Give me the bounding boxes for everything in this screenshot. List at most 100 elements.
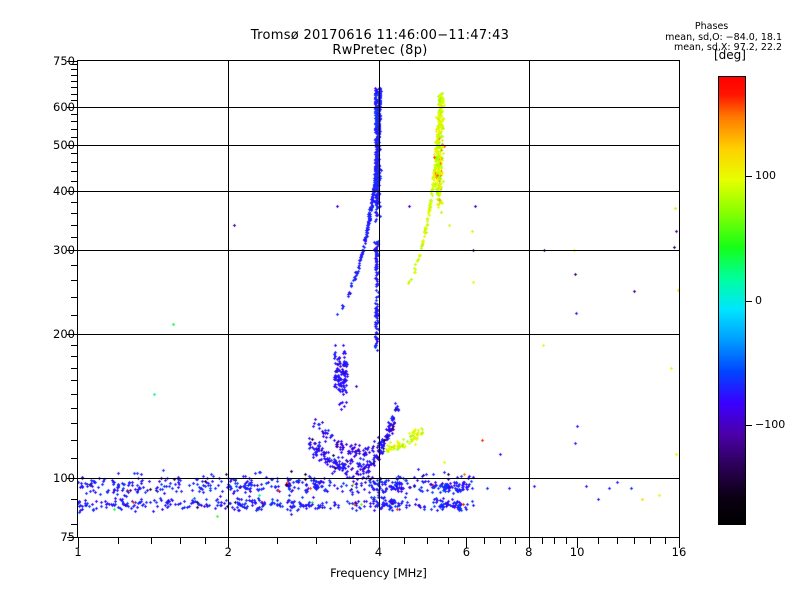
- y-axis-tick-minor: [71, 87, 78, 89]
- x-axis-tick-label: 6: [462, 545, 471, 559]
- y-axis-tick-minor: [71, 69, 78, 71]
- colorbar-gradient: [718, 76, 746, 525]
- x-axis-tick-minor: [665, 537, 666, 544]
- phase-stats-o: mean, sd,O: −84.0, 18.1: [665, 31, 782, 43]
- colorbar-tick: [746, 300, 752, 302]
- x-axis-tick-minor: [179, 537, 181, 544]
- y-axis-tick-major: [67, 537, 78, 538]
- y-axis-tick-minor: [71, 100, 78, 102]
- y-axis-tick-minor: [71, 296, 78, 298]
- grid-line-vertical: [378, 61, 380, 537]
- x-axis-tick-label: 16: [671, 545, 687, 559]
- y-axis-tick-minor: [71, 128, 78, 130]
- x-axis-tick-major: [228, 537, 230, 548]
- y-axis-tick-major: [67, 250, 78, 252]
- y-axis-tick-major: [67, 61, 78, 62]
- y-axis-tick-label: 200: [53, 327, 75, 342]
- chart-title: Tromsø 20170616 11:46:00−11:47:43: [250, 28, 510, 43]
- y-axis-tick-label: 600: [53, 100, 75, 115]
- y-axis-tick-minor: [71, 237, 78, 239]
- colorbar-tick-label: 100: [755, 168, 776, 182]
- plot-area: 75 100 200 300 400 500 600 750 1 2 4 6 8 10 16: [53, 54, 686, 559]
- y-axis-tick-label: 400: [53, 183, 75, 198]
- x-axis-tick-minor: [150, 537, 152, 544]
- colorbar-tick: [746, 175, 752, 177]
- y-axis-tick-minor: [71, 121, 78, 123]
- colorbar-tick-label: 0: [755, 293, 762, 307]
- y-axis-tick-minor: [71, 162, 78, 164]
- y-axis-tick-minor: [71, 171, 78, 173]
- y-axis-tick-minor: [71, 264, 78, 266]
- x-axis-tick-major: [577, 537, 579, 548]
- y-axis-tick-minor: [71, 457, 78, 459]
- x-axis-tick-minor: [634, 537, 635, 544]
- x-axis-tick-major: [466, 537, 468, 548]
- x-axis-tick-label: 1: [74, 545, 82, 559]
- y-axis-tick-minor: [71, 439, 78, 441]
- y-axis-tick-major: [67, 190, 78, 192]
- x-axis-tick-label: 8: [525, 545, 533, 559]
- x-axis-tick-minor: [554, 537, 556, 544]
- y-axis-tick-minor: [71, 201, 78, 203]
- x-axis-tick-major: [679, 537, 680, 548]
- phase-stats-x: mean, sd,X: 97.2, 22.2: [673, 42, 782, 53]
- y-axis-tick-minor: [71, 136, 78, 138]
- y-axis-title: Stationary phase Virtual Height [km]: [0, 60, 2, 538]
- y-axis-tick-minor: [71, 180, 78, 182]
- y-axis-tick-minor: [71, 93, 78, 95]
- x-axis-tick-minor: [483, 537, 485, 544]
- colorbar: 100 0 −100: [718, 76, 785, 525]
- y-axis-tick-label: 100: [53, 470, 75, 485]
- x-axis-tick-minor: [650, 537, 652, 544]
- x-axis-tick-major: [78, 537, 79, 548]
- grid-line-vertical: [528, 61, 530, 537]
- phase-stats-block: Phases mean, sd,O: −84.0, 18.1 mean, sd,…: [665, 21, 782, 54]
- y-axis-tick-minor: [71, 408, 78, 409]
- grid-line-vertical: [228, 61, 230, 537]
- x-axis-title: Frequency [MHz]: [330, 566, 427, 580]
- x-axis-tick-minor: [404, 537, 405, 544]
- chart-subtitle: RwPretec (8p): [332, 43, 428, 58]
- x-axis-tick-minor: [499, 537, 501, 544]
- y-axis-tick-minor: [71, 356, 78, 357]
- x-axis-tick-minor: [349, 537, 351, 544]
- y-axis-tick-minor: [71, 153, 78, 155]
- x-axis-tick-minor: [514, 537, 516, 544]
- y-axis-tick-major: [67, 144, 78, 146]
- y-axis-tick-minor: [71, 423, 78, 425]
- x-axis-tick-major: [378, 537, 380, 548]
- y-axis-tick-major: [67, 107, 78, 109]
- y-axis-tick-minor: [71, 367, 78, 369]
- x-axis-tick-minor: [541, 537, 543, 544]
- x-axis-tick-label: 4: [374, 545, 383, 559]
- y-axis-tick-minor: [71, 280, 78, 281]
- y-axis-tick-minor: [71, 380, 78, 382]
- y-axis-tick-major: [67, 477, 78, 479]
- x-axis-tick-minor: [276, 537, 278, 544]
- colorbar-unit-label: [deg]: [714, 48, 746, 62]
- x-axis-tick-minor: [566, 537, 567, 544]
- y-axis-tick-minor: [71, 75, 78, 77]
- x-axis-tick-label: 2: [224, 545, 232, 559]
- y-axis-tick-major: [67, 334, 78, 336]
- colorbar-tick-label: −100: [755, 418, 786, 432]
- y-axis-tick-label: 500: [53, 137, 75, 152]
- x-axis-tick-minor: [205, 537, 207, 544]
- x-axis-tick-minor: [616, 537, 618, 544]
- y-axis-tick-label: 75: [60, 530, 75, 544]
- y-axis-tick-minor: [71, 63, 78, 65]
- y-axis-tick-label: 300: [53, 243, 75, 258]
- x-axis-tick-major: [528, 537, 530, 548]
- x-axis-tick-minor: [426, 537, 428, 544]
- x-axis-tick-label: 10: [569, 545, 585, 559]
- y-axis-tick-minor: [71, 314, 78, 316]
- y-axis-tick-minor: [71, 81, 78, 83]
- y-axis-tick-minor: [71, 523, 78, 525]
- x-axis-tick-minor: [117, 537, 119, 544]
- y-axis-tick-minor: [71, 114, 78, 116]
- x-axis-tick-minor: [597, 537, 599, 544]
- x-axis-tick-minor: [447, 537, 449, 544]
- y-axis-tick-minor: [71, 344, 78, 346]
- colorbar-tick: [746, 425, 752, 427]
- x-axis-tick-minor: [316, 537, 318, 544]
